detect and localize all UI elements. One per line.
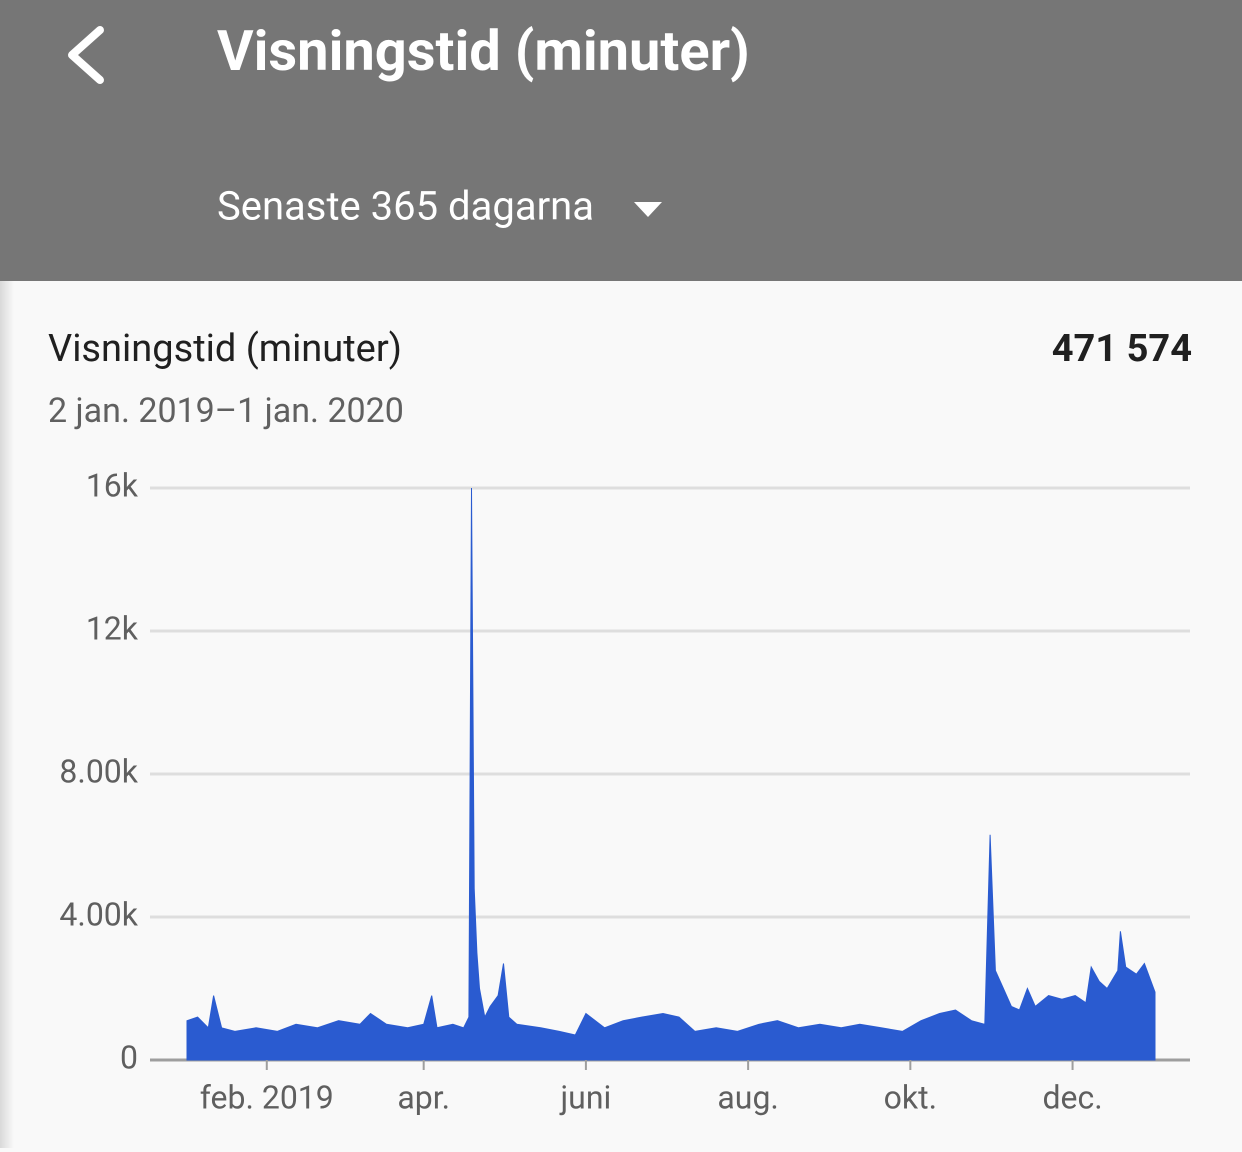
y-tick-label: 0 — [120, 1038, 138, 1076]
date-range: 2 jan. 2019–1 jan. 2020 — [48, 391, 404, 431]
y-tick-label: 8.00k — [59, 752, 138, 790]
x-tick-label: aug. — [717, 1078, 778, 1116]
back-button[interactable] — [68, 26, 104, 84]
period-selector[interactable]: Senaste 365 dagarna — [217, 183, 594, 230]
chart: 0 4.00k 8.00k 12k 16k feb. 2019 apr. juni aug. ok… — [59, 466, 1190, 1116]
card-title: Visningstid (minuter) — [48, 327, 402, 371]
y-tick-label: 12k — [86, 609, 139, 647]
x-tick-label: dec. — [1042, 1078, 1102, 1116]
x-tick-label: feb. 2019 — [200, 1078, 334, 1116]
y-tick-label: 16k — [86, 466, 139, 504]
edge-shadow — [0, 281, 14, 1148]
y-tick-label: 4.00k — [59, 895, 138, 933]
app-bar — [0, 0, 1242, 281]
x-tick-label: okt. — [884, 1078, 937, 1116]
area — [186, 487, 1156, 1061]
x-tick-label: juni — [559, 1078, 612, 1116]
dropdown-arrow[interactable] — [634, 202, 662, 217]
header-title: Visningstid (minuter) — [217, 18, 750, 84]
total-value: 471 574 — [1052, 327, 1192, 371]
x-tick-label: apr. — [397, 1078, 450, 1116]
